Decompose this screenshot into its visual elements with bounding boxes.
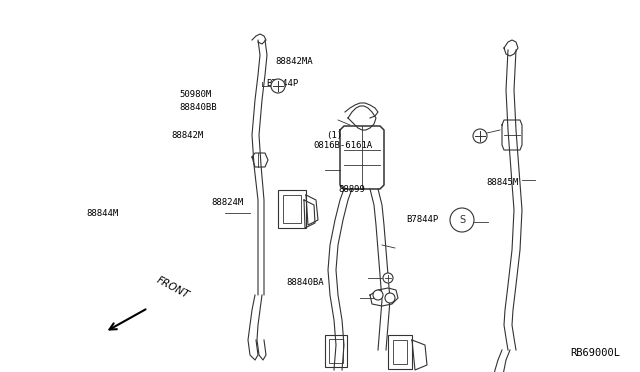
Text: 88844M: 88844M	[86, 209, 118, 218]
FancyBboxPatch shape	[283, 195, 301, 223]
Text: S: S	[459, 215, 465, 225]
Text: B7844P: B7844P	[406, 215, 438, 224]
Text: B7844P: B7844P	[266, 78, 298, 87]
Circle shape	[383, 273, 393, 283]
Text: 88845M: 88845M	[486, 178, 518, 187]
FancyBboxPatch shape	[278, 190, 306, 228]
Circle shape	[385, 293, 395, 303]
FancyBboxPatch shape	[393, 340, 407, 364]
Circle shape	[473, 129, 487, 143]
Text: 88842M: 88842M	[172, 131, 204, 140]
Text: 88899: 88899	[338, 185, 365, 194]
Circle shape	[450, 208, 474, 232]
FancyBboxPatch shape	[329, 339, 343, 363]
Circle shape	[373, 290, 383, 300]
Text: RB69000L: RB69000L	[570, 348, 620, 358]
FancyBboxPatch shape	[325, 335, 347, 367]
Text: (1): (1)	[326, 131, 342, 140]
FancyBboxPatch shape	[388, 335, 412, 369]
Text: 88842MA: 88842MA	[275, 57, 313, 66]
Circle shape	[271, 79, 285, 93]
Text: 88840BA: 88840BA	[287, 278, 324, 287]
Text: 88840BB: 88840BB	[179, 103, 217, 112]
Text: 0816B-6161A: 0816B-6161A	[314, 141, 372, 150]
Text: 88824M: 88824M	[211, 198, 243, 207]
Text: 50980M: 50980M	[179, 90, 211, 99]
Text: FRONT: FRONT	[155, 275, 191, 300]
